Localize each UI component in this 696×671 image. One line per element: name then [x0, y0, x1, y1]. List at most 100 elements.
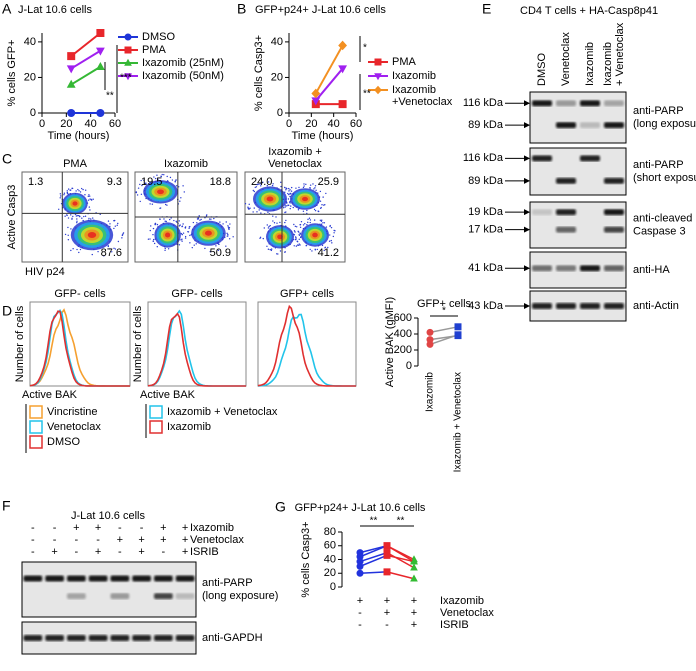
flow-event: [157, 178, 159, 181]
x-tick-label: Ixazomib + Venetoclax: [453, 372, 464, 472]
histogram-curve: [147, 312, 246, 387]
flow-event: [262, 237, 264, 240]
flow-event: [170, 217, 172, 219]
y-axis-label: Active Casp3: [6, 185, 18, 250]
marker: [426, 328, 434, 336]
flow-event: [253, 190, 256, 193]
flow-event: [299, 226, 302, 228]
marker: [356, 569, 364, 577]
flow-event: [200, 218, 202, 221]
blot-band: [604, 226, 624, 233]
flow-event: [283, 186, 286, 189]
y-tick-label: 20: [24, 71, 36, 83]
flow-event: [255, 186, 258, 188]
flow-event: [64, 215, 66, 217]
blot-band: [580, 122, 600, 129]
significance-label: *: [442, 306, 446, 317]
flow-event: [163, 218, 165, 220]
lane-label: + Venetoclax: [614, 22, 626, 86]
y-tick-label: 40: [324, 553, 336, 565]
flow-event: [232, 236, 234, 238]
legend-swatch: [29, 405, 43, 419]
significance-label: **: [106, 91, 114, 102]
flow-event: [137, 187, 140, 189]
condition-label: Ixazomib: [190, 522, 234, 534]
flow-event: [302, 224, 305, 226]
flow-event: [154, 223, 156, 225]
y-tick-label: 40: [271, 36, 283, 48]
condition-sign: +: [117, 534, 123, 546]
panel-title: J-Lat 10.6 cells: [71, 510, 145, 522]
density-contour: [277, 234, 283, 240]
flow-event: [164, 247, 166, 250]
flow-event: [154, 177, 157, 180]
blot-band: [532, 303, 552, 309]
flow-event: [184, 235, 187, 238]
pair-line: [359, 554, 388, 568]
flow-event: [330, 239, 332, 242]
flow-event: [282, 198, 285, 201]
y-tick-label: 80: [324, 526, 336, 538]
flow-event: [297, 244, 300, 247]
marker: [454, 331, 462, 339]
flow-event: [80, 187, 83, 190]
flow-event: [77, 188, 79, 191]
flow-event: [248, 208, 250, 210]
pair-line: [429, 326, 459, 334]
blot-band: [154, 575, 173, 582]
quadrant-value: 87.6: [101, 247, 122, 259]
histogram-frame: [147, 301, 247, 387]
flow-plot-frame: [244, 171, 346, 263]
flow-event: [189, 225, 191, 228]
flow-event: [175, 179, 177, 181]
flow-event: [175, 220, 177, 223]
flow-event: [71, 187, 74, 190]
x-tick-label: 20: [305, 118, 317, 130]
flow-event: [193, 244, 195, 246]
density-contour: [312, 232, 318, 238]
x-tick-label: 20: [60, 118, 72, 130]
flow-event: [103, 255, 105, 257]
flow-event: [319, 190, 322, 193]
panel-letter: F: [2, 498, 11, 514]
condition-label: Ixazomib: [440, 595, 484, 607]
flow-event: [272, 215, 274, 217]
marker: [410, 557, 418, 565]
flow-event: [314, 185, 317, 187]
flow-event: [290, 190, 293, 192]
flow-event: [308, 217, 311, 219]
blot-band: [580, 155, 600, 162]
flow-event: [84, 194, 86, 196]
flow-event: [293, 245, 295, 247]
legend-label: Ixazomib +Venetoclax: [392, 84, 453, 108]
flow-event: [333, 229, 335, 232]
blot-band: [67, 575, 86, 582]
flow-event: [225, 221, 227, 223]
x-tick-label: 0: [286, 118, 292, 130]
flow-event: [284, 251, 286, 253]
flow-event: [179, 200, 181, 202]
flow-event: [258, 209, 260, 211]
marker: [311, 97, 321, 106]
x-tick-label: 40: [328, 118, 340, 130]
legend-swatch: [149, 420, 163, 434]
flow-event: [228, 238, 231, 240]
flow-event: [309, 184, 312, 186]
flow-event: [299, 244, 301, 246]
blot-band: [45, 575, 64, 582]
flow-event: [244, 202, 247, 205]
condition-sign: -: [53, 534, 57, 546]
flow-event: [152, 238, 155, 241]
flow-event: [76, 214, 78, 217]
flow-event: [284, 221, 286, 224]
flow-event: [275, 216, 277, 218]
histogram-title: GFP- cells: [171, 288, 223, 300]
flow-event: [167, 248, 170, 250]
flow-event: [254, 186, 256, 189]
flow-event: [262, 181, 264, 183]
flow-event: [314, 209, 317, 212]
blot-band: [23, 635, 43, 641]
flow-event: [329, 234, 331, 236]
blot-band: [88, 635, 108, 641]
flow-event: [290, 186, 293, 189]
